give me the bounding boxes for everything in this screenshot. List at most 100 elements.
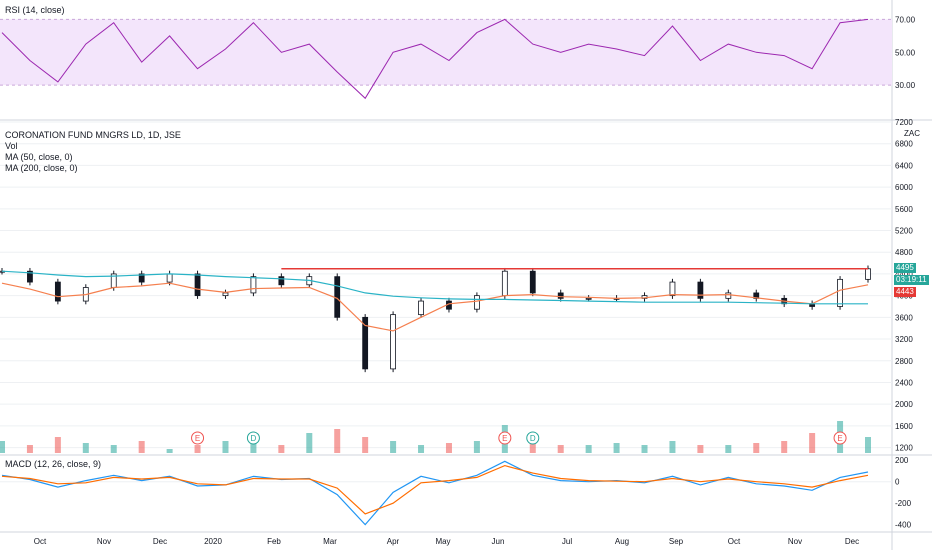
candle-body xyxy=(278,276,285,286)
candle-body xyxy=(138,273,145,283)
candle-body xyxy=(865,268,871,280)
time-axis-label: Dec xyxy=(845,537,859,546)
currency-label: ZAC xyxy=(904,129,920,138)
ma50-line xyxy=(1,282,869,332)
macd-legend: MACD (12, 26, close, 9) xyxy=(5,459,101,470)
volume-bar xyxy=(0,441,5,453)
price-tag-countdown: 03:19:11 xyxy=(894,275,929,285)
price-tick-label: 4400 xyxy=(895,270,913,279)
volume-bar xyxy=(865,437,871,453)
candle-body xyxy=(250,276,257,294)
volume-bar xyxy=(753,443,760,453)
volume-bar xyxy=(613,443,620,453)
volume-bar xyxy=(669,441,676,453)
volume-bar xyxy=(222,441,229,453)
price-tag-ma: 4443 xyxy=(894,287,916,297)
volume-bar xyxy=(641,445,648,453)
volume-bar xyxy=(110,445,117,453)
volume-bar xyxy=(781,441,788,453)
volume-bar xyxy=(529,439,536,453)
rsi-line xyxy=(1,18,869,100)
candle-body xyxy=(725,292,732,299)
macd-label: MACD (12, 26, close, 9) xyxy=(5,459,102,469)
price-tick-label: 6800 xyxy=(895,140,913,149)
price-tick-label: 3600 xyxy=(895,313,913,322)
event-marker-label: E xyxy=(195,434,200,443)
time-axis-label: May xyxy=(435,537,450,546)
time-axis-label: Apr xyxy=(387,537,400,546)
candle-body xyxy=(529,270,536,294)
volume-bar xyxy=(166,449,173,453)
rsi-tick-label: 30.00 xyxy=(895,81,916,90)
volume-bar xyxy=(418,445,425,453)
event-marker-label: D xyxy=(530,434,536,443)
rsi-band xyxy=(0,19,892,86)
candle-body xyxy=(557,292,564,299)
ma200-line xyxy=(1,270,868,305)
volume-bar xyxy=(725,445,732,453)
time-axis-label: Dec xyxy=(153,537,167,546)
candle-body xyxy=(222,292,229,297)
candle-body xyxy=(501,270,508,297)
macd-tick-label: 200 xyxy=(895,456,909,465)
price-tick-label: 1200 xyxy=(895,444,913,453)
volume-bar xyxy=(585,445,592,453)
event-marker xyxy=(833,431,847,445)
event-marker-label: D xyxy=(251,434,257,443)
macd-tick-label: -200 xyxy=(895,499,912,508)
volume-bar xyxy=(26,445,33,453)
time-axis-label: Oct xyxy=(34,537,47,546)
ma50-label[interactable]: MA (50, close, 0) xyxy=(5,152,73,162)
candle-body xyxy=(54,281,61,302)
candle-body xyxy=(418,300,424,316)
candle-body xyxy=(362,316,369,370)
symbol-title[interactable]: CORONATION FUND MNGRS LD, 1D, JSE xyxy=(5,130,181,140)
event-marker xyxy=(191,431,205,445)
time-axis-label: Nov xyxy=(788,537,802,546)
macd-line xyxy=(1,460,869,526)
volume-bar xyxy=(473,441,480,453)
volume-bar xyxy=(557,445,564,453)
event-marker xyxy=(246,431,260,445)
candle-body xyxy=(194,273,201,297)
candle-body xyxy=(334,276,341,318)
ma200-label[interactable]: MA (200, close, 0) xyxy=(5,163,78,173)
candle-body xyxy=(697,281,704,299)
volume-bar xyxy=(697,445,704,453)
event-marker xyxy=(498,431,512,445)
time-axis-label: Nov xyxy=(97,537,111,546)
volume-bar xyxy=(362,437,369,453)
volume-bar xyxy=(250,443,257,453)
candle-body xyxy=(27,270,33,283)
price-tick-label: 5600 xyxy=(895,205,913,214)
rsi-legend: RSI (14, close) xyxy=(5,5,65,16)
price-tick-label: 4800 xyxy=(895,248,913,257)
time-axis-label: Jul xyxy=(562,537,572,546)
event-marker xyxy=(526,431,540,445)
time-axis-label: Oct xyxy=(728,537,741,546)
signal-line xyxy=(1,464,869,515)
volume-label[interactable]: Vol xyxy=(5,141,18,151)
volume-bar xyxy=(306,433,313,453)
volume-bar xyxy=(334,429,341,453)
volume-bar xyxy=(809,433,816,453)
volume-bar xyxy=(278,445,285,453)
rsi-tick-label: 50.00 xyxy=(895,48,916,57)
price-tick-label: 1600 xyxy=(895,422,913,431)
main-legend: CORONATION FUND MNGRS LD, 1D, JSE Vol MA… xyxy=(5,130,181,174)
volume-bar xyxy=(445,443,452,453)
event-marker-label: E xyxy=(837,434,842,443)
price-tick-label: 6000 xyxy=(895,183,913,192)
time-axis-label: Jun xyxy=(492,537,505,546)
time-axis-label: Feb xyxy=(267,537,281,546)
price-tick-label: 2400 xyxy=(895,378,913,387)
rsi-tick-label: 70.00 xyxy=(895,15,916,24)
volume-bar xyxy=(138,441,145,453)
price-tick-label: 5200 xyxy=(895,227,913,236)
price-tick-label: 2000 xyxy=(895,400,913,409)
volume-bar xyxy=(390,441,397,453)
candle-body xyxy=(390,314,396,370)
candle-body xyxy=(166,273,173,283)
price-tick-label: 3200 xyxy=(895,335,913,344)
